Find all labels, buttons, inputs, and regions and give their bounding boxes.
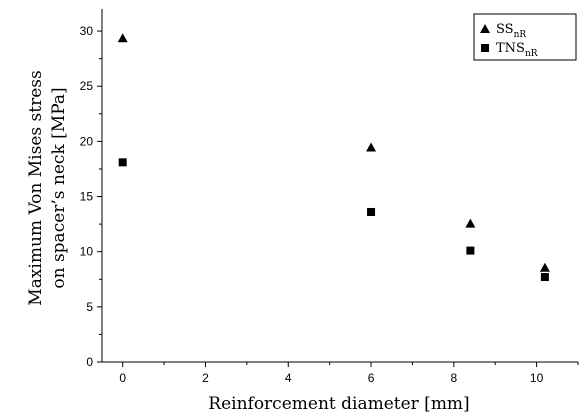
x-tick-label: 2 <box>202 371 209 385</box>
x-tick-label: 10 <box>530 371 544 385</box>
x-tick-label: 4 <box>285 371 292 385</box>
x-tick-label: 6 <box>368 371 375 385</box>
x-tick-label: 8 <box>450 371 457 385</box>
axes-layer: 0 2 4 6 8 10 0 5 10 15 20 25 30 <box>80 9 578 385</box>
data-point-ss <box>366 142 376 151</box>
data-point-tns <box>119 158 127 166</box>
x-tick-label: 0 <box>119 371 126 385</box>
legend: SSnR TNSnR <box>474 14 576 60</box>
y-tick-label: 5 <box>86 300 93 314</box>
y-axis-title-line2: on spacer’s neck [MPa] <box>49 87 69 288</box>
data-point-tns <box>541 273 549 281</box>
y-tick-label: 0 <box>86 355 93 369</box>
data-point-ss <box>465 219 475 228</box>
y-tick-label: 20 <box>80 134 94 148</box>
y-tick-label: 30 <box>80 24 94 38</box>
x-axis-title: Reinforcement diameter [mm] <box>208 394 469 414</box>
data-point-tns <box>466 247 474 255</box>
y-axis-title-line1: Maximum Von Mises stress <box>26 70 46 305</box>
legend-marker-tns <box>481 44 489 52</box>
data-marks <box>118 33 550 281</box>
data-point-tns <box>367 208 375 216</box>
data-point-ss <box>540 263 550 272</box>
y-tick-label: 10 <box>80 245 94 259</box>
data-point-ss <box>118 33 128 42</box>
y-tick-label: 15 <box>80 190 94 204</box>
y-tick-label: 25 <box>80 79 94 93</box>
